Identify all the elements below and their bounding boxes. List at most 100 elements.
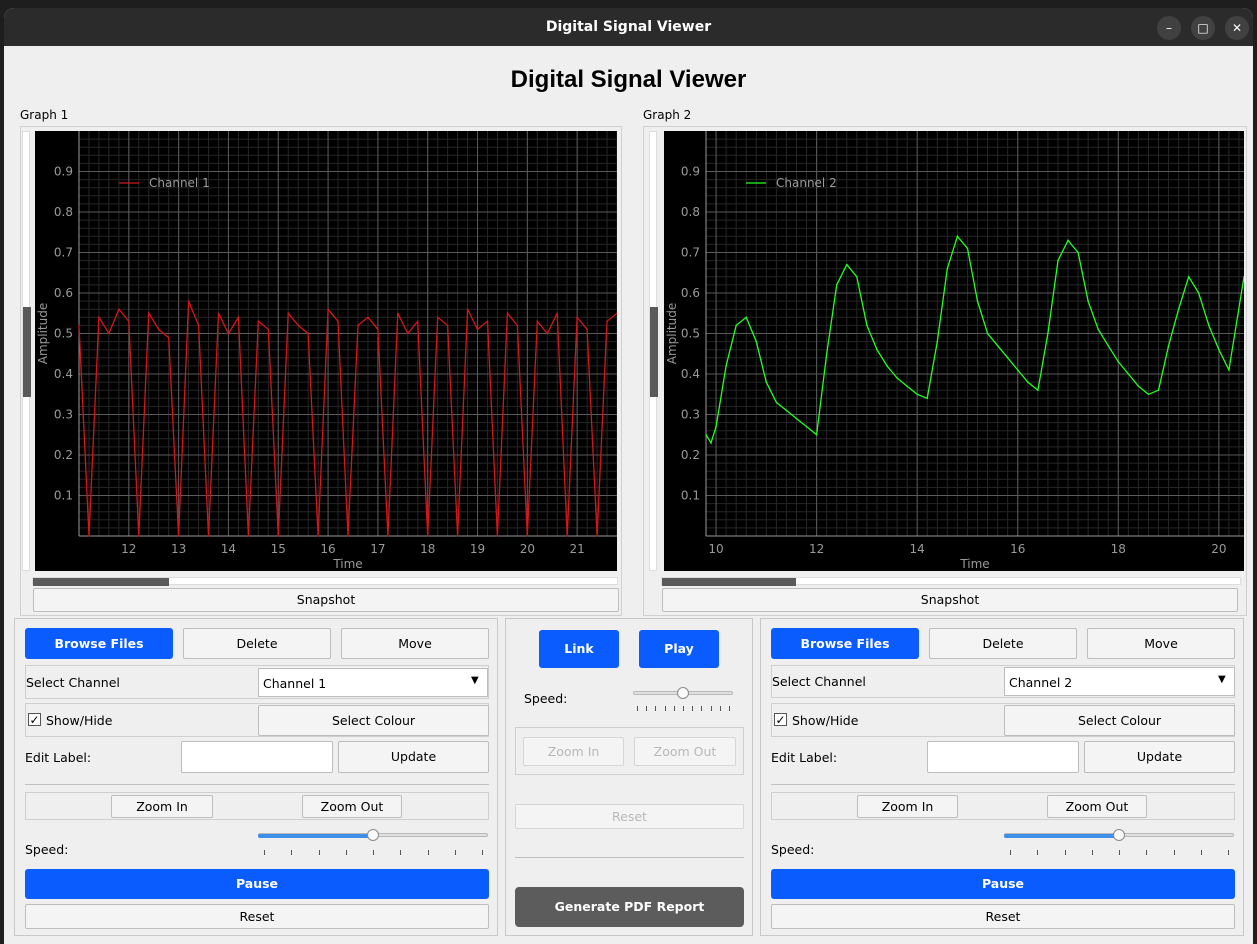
scrollbar-thumb[interactable] (662, 578, 796, 586)
zoom-out-button[interactable]: Zoom Out (1047, 795, 1147, 818)
data-point (347, 535, 349, 537)
data-point (387, 535, 389, 537)
data-point (755, 340, 758, 343)
pause-button[interactable]: Pause (771, 869, 1235, 899)
data-point (526, 535, 529, 537)
data-point (466, 308, 469, 310)
data-point (1243, 276, 1244, 278)
delete-button[interactable]: Delete (183, 628, 331, 659)
x-tick-label: 12 (809, 542, 824, 556)
speed-slider[interactable] (1004, 829, 1234, 861)
selected-channel: Channel 1 (263, 676, 327, 691)
data-point (426, 535, 429, 537)
graph-1-horizontal-scrollbar[interactable] (32, 577, 618, 586)
page-title: Digital Signal Viewer (510, 66, 747, 93)
center-control-panel: Link Play Speed: Zoom In Zoom Out Reset … (505, 618, 753, 936)
graph-1-chart[interactable]: 0.1 0.2 0.3 0.4 0.5 0.6 0.7 0.8 0.9 12 13 14 15 16 17 1… (35, 131, 617, 571)
graph-1-vertical-scrollbar[interactable] (22, 131, 31, 571)
graph-2-plot[interactable]: 0.1 0.2 0.3 0.4 0.5 0.6 0.7 0.8 0.9 10 12 14 16 18 20 A… (664, 131, 1244, 571)
slider-handle[interactable] (677, 687, 689, 699)
slider-handle[interactable] (1113, 829, 1125, 841)
data-point (586, 328, 588, 331)
slider-tick (1146, 850, 1148, 855)
graph-1-snapshot-button[interactable]: Snapshot (33, 588, 619, 612)
select-channel-dropdown[interactable]: Channel 2 ▼ (1004, 667, 1235, 696)
minimize-icon[interactable]: – (1157, 16, 1181, 40)
slider-ticks (264, 850, 483, 856)
x-axis-label: Time (959, 557, 989, 571)
linked-reset-button[interactable]: Reset (515, 804, 744, 829)
linked-speed-slider[interactable] (633, 687, 733, 719)
reset-button[interactable]: Reset (25, 904, 489, 929)
graph-2-frame: 0.1 0.2 0.3 0.4 0.5 0.6 0.7 0.8 0.9 10 12 14 16 18 20 A… (643, 126, 1247, 616)
select-colour-button[interactable]: Select Colour (1004, 705, 1235, 736)
linked-speed-label: Speed: (524, 691, 568, 706)
edit-label-input[interactable] (927, 741, 1079, 773)
x-tick-label: 10 (708, 542, 723, 556)
slider-ticks (637, 706, 730, 712)
linked-zoom-group: Zoom In Zoom Out (515, 727, 744, 775)
speed-slider[interactable] (258, 829, 488, 861)
data-point (856, 276, 858, 278)
pause-button[interactable]: Pause (25, 869, 489, 899)
select-channel-dropdown[interactable]: Channel 1 ▼ (258, 668, 488, 697)
x-tick-label: 16 (1010, 542, 1025, 556)
zoom-row: Zoom In Zoom Out (25, 792, 489, 820)
graph-2-horizontal-scrollbar[interactable] (661, 577, 1241, 586)
delete-button[interactable]: Delete (929, 628, 1077, 659)
slider-handle[interactable] (367, 829, 379, 841)
move-button[interactable]: Move (341, 628, 489, 659)
graph-2-label: Graph 2 (643, 108, 692, 122)
show-hide-checkbox[interactable]: ✓ (774, 713, 787, 727)
scrollbar-thumb[interactable] (23, 307, 31, 397)
update-button[interactable]: Update (1084, 741, 1235, 773)
slider-fill (1004, 834, 1119, 838)
x-tick-label: 18 (420, 542, 435, 556)
update-button[interactable]: Update (338, 741, 489, 773)
slider-tick (1091, 850, 1093, 855)
slider-tick (427, 850, 429, 855)
data-point (496, 535, 499, 537)
move-button[interactable]: Move (1087, 628, 1235, 659)
divider (771, 784, 1235, 785)
y-tick-label: 0.7 (54, 246, 73, 260)
y-tick-label: 0.4 (54, 367, 73, 381)
edit-label-input[interactable] (181, 741, 333, 773)
maximize-icon[interactable]: □ (1191, 16, 1215, 40)
x-tick-label: 21 (570, 542, 585, 556)
data-point (1127, 373, 1130, 375)
close-icon[interactable]: ✕ (1225, 16, 1249, 40)
scrollbar-thumb[interactable] (33, 578, 169, 586)
zoom-in-button[interactable]: Zoom In (857, 795, 958, 818)
y-tick-label: 0.5 (54, 327, 73, 341)
show-hide-checkbox[interactable]: ✓ (28, 713, 41, 727)
generate-pdf-report-button[interactable]: Generate PDF Report (515, 887, 744, 927)
linked-zoom-in-button[interactable]: Zoom In (523, 737, 624, 766)
link-button[interactable]: Link (539, 630, 619, 668)
graph-1-plot[interactable]: 0.1 0.2 0.3 0.4 0.5 0.6 0.7 0.8 0.9 12 13 14 15 16 17 1… (35, 131, 617, 571)
data-point (976, 300, 979, 302)
zoom-out-button[interactable]: Zoom Out (302, 795, 402, 818)
x-tick-label: 18 (1111, 542, 1126, 556)
browse-files-button[interactable]: Browse Files (771, 628, 919, 659)
browse-files-button[interactable]: Browse Files (25, 628, 173, 659)
data-point (128, 320, 130, 323)
y-tick-label: 0.6 (681, 286, 700, 300)
data-point (725, 365, 727, 367)
play-button[interactable]: Play (639, 630, 719, 668)
select-colour-button[interactable]: Select Colour (258, 705, 489, 736)
x-tick-label: 14 (910, 542, 925, 556)
slider-tick (1200, 850, 1202, 855)
title-bar[interactable]: Digital Signal Viewer – □ ✕ (4, 8, 1253, 46)
graph-2-vertical-scrollbar[interactable] (649, 131, 658, 571)
data-point (247, 535, 250, 537)
graph-2-chart[interactable]: 0.1 0.2 0.3 0.4 0.5 0.6 0.7 0.8 0.9 10 12 14 16 18 20 A… (664, 131, 1244, 571)
linked-zoom-out-button[interactable]: Zoom Out (634, 737, 736, 766)
y-tick-label: 0.4 (681, 367, 700, 381)
scrollbar-thumb[interactable] (650, 307, 658, 397)
slider-tick (664, 706, 666, 711)
zoom-in-button[interactable]: Zoom In (111, 795, 213, 818)
data-point (896, 377, 898, 379)
graph-2-snapshot-button[interactable]: Snapshot (662, 588, 1238, 612)
reset-button[interactable]: Reset (771, 904, 1235, 929)
